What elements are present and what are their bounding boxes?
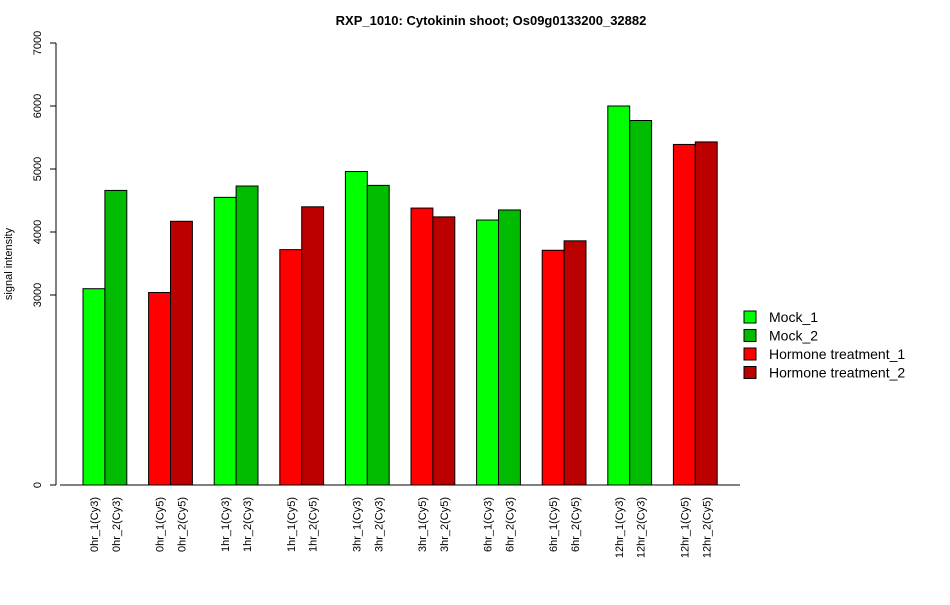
x-tick-label: 12hr_2(Cy3) [636,497,648,558]
x-tick-label: 0hr_1(Cy3) [89,497,101,552]
bar [344,171,368,486]
bar [104,189,128,486]
bar [629,119,653,486]
x-tick-label: 1hr_1(Cy3) [220,497,232,552]
legend-label: Mock_1 [769,309,818,325]
bar [498,209,521,486]
x-tick-label: 3hr_1(Cy5) [417,497,429,552]
bar [476,219,500,486]
bar [607,105,631,486]
legend-swatch [743,366,757,379]
x-tick-label: 3hr_2(Cy5) [439,497,451,552]
bar [148,291,172,486]
y-tick-label: 4000 [32,220,44,244]
x-tick-label: 0hr_1(Cy5) [155,497,167,552]
bar [694,141,718,486]
x-tick-label: 1hr_2(Cy5) [308,497,320,552]
bar [432,216,456,486]
bar [279,249,303,486]
y-tick-label: 7000 [32,31,44,55]
x-tick-label: 6hr_2(Cy5) [570,497,582,552]
legend-label: Mock_2 [769,328,818,344]
x-tick-label: 1hr_1(Cy5) [286,497,298,552]
x-tick-label: 3hr_2(Cy3) [373,497,385,552]
x-axis-labels: 0hr_1(Cy3) 0hr_2(Cy3) 0hr_1(Cy5) 0hr_2(Cy5)… [89,497,713,558]
x-tick-label: 6hr_2(Cy3) [504,497,516,552]
x-tick-label: 6hr_1(Cy3) [483,497,495,552]
x-tick-label: 12hr_1(Cy3) [614,497,626,558]
y-tick-label: 3000 [32,283,44,307]
legend-swatch [743,310,757,324]
bar [170,220,193,486]
x-tick-label: 6hr_1(Cy5) [548,497,560,552]
bar [301,206,325,486]
bars [82,105,718,486]
x-tick-label: 12hr_1(Cy5) [679,497,691,558]
bar [82,288,106,486]
legend: Mock_1 Mock_2 Hormone treatment_1 Hormone t… [743,309,905,381]
x-tick-label: 12hr_2(Cy5) [701,497,713,558]
bar [541,249,565,486]
chart-title: RXP_1010: Cytokinin shoot; Os09g0133200_… [336,13,647,28]
legend-label: Hormone treatment_2 [769,365,905,381]
x-tick-label: 3hr_1(Cy3) [351,497,363,552]
bar [563,240,587,486]
y-axis-label: signal intensity [3,227,15,300]
y-tick-label: 6000 [32,94,44,118]
bar [410,207,434,486]
legend-swatch [743,329,757,342]
x-tick-label: 0hr_2(Cy5) [176,497,188,552]
bar [672,143,696,486]
bar [213,196,237,486]
bar [235,185,259,486]
legend-swatch [743,347,757,361]
x-tick-label: 0hr_2(Cy3) [111,497,123,552]
legend-label: Hormone treatment_1 [769,346,905,362]
y-tick-label: 0 [32,482,44,488]
x-tick-label: 1hr_2(Cy3) [242,497,254,552]
bar [366,184,390,486]
y-tick-label: 5000 [32,157,44,181]
